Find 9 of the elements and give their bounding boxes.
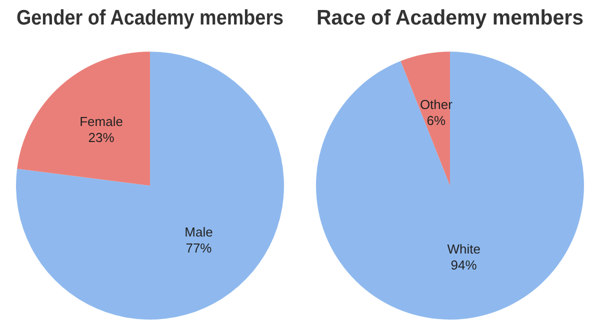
slice-label: White — [447, 242, 480, 257]
chart-title: Gender of Academy members — [16, 6, 284, 30]
data-label: 23% — [88, 130, 115, 145]
data-label: 94% — [450, 258, 478, 273]
chart-title: Race of Academy members — [316, 6, 584, 30]
data-label: 6% — [426, 112, 446, 128]
slice-label: Male — [184, 224, 213, 240]
slice-label: Female — [80, 114, 123, 129]
data-label: 77% — [186, 240, 212, 256]
